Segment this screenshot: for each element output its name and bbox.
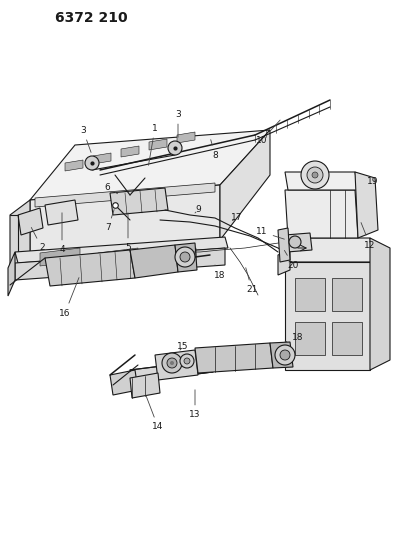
- Polygon shape: [130, 373, 160, 398]
- Polygon shape: [331, 322, 361, 355]
- Polygon shape: [277, 250, 289, 275]
- Text: 14: 14: [146, 395, 163, 432]
- Polygon shape: [284, 190, 357, 238]
- Text: 21: 21: [245, 268, 257, 295]
- Polygon shape: [121, 146, 139, 157]
- Polygon shape: [40, 248, 80, 266]
- Text: 8: 8: [210, 140, 217, 159]
- Text: 2: 2: [31, 228, 45, 253]
- Polygon shape: [30, 185, 220, 255]
- Polygon shape: [30, 130, 270, 200]
- Circle shape: [274, 345, 294, 365]
- Polygon shape: [18, 208, 43, 235]
- Polygon shape: [331, 278, 361, 311]
- Polygon shape: [110, 370, 138, 395]
- Polygon shape: [155, 350, 198, 380]
- Polygon shape: [284, 233, 311, 252]
- Polygon shape: [35, 183, 214, 207]
- Circle shape: [168, 141, 182, 155]
- Text: 15: 15: [177, 343, 188, 351]
- Polygon shape: [93, 153, 111, 164]
- Text: 5: 5: [125, 213, 130, 253]
- Polygon shape: [45, 200, 78, 225]
- Text: 17: 17: [231, 214, 242, 222]
- Polygon shape: [220, 130, 270, 240]
- Polygon shape: [284, 172, 357, 190]
- Polygon shape: [270, 342, 292, 368]
- Text: 10: 10: [256, 120, 279, 144]
- Text: 19: 19: [366, 177, 378, 187]
- Circle shape: [184, 358, 189, 364]
- Circle shape: [162, 353, 182, 373]
- Polygon shape: [284, 262, 369, 370]
- Polygon shape: [130, 245, 178, 278]
- Polygon shape: [195, 343, 272, 373]
- Polygon shape: [354, 172, 377, 238]
- Text: 13: 13: [189, 390, 200, 419]
- Polygon shape: [10, 200, 30, 270]
- Circle shape: [279, 350, 289, 360]
- Text: 11: 11: [256, 228, 284, 239]
- Circle shape: [311, 172, 317, 178]
- Text: 12: 12: [360, 223, 375, 249]
- Polygon shape: [148, 139, 166, 150]
- Polygon shape: [98, 248, 138, 266]
- Circle shape: [288, 236, 300, 248]
- Text: 1: 1: [148, 124, 157, 165]
- Circle shape: [175, 247, 195, 267]
- Polygon shape: [369, 238, 389, 370]
- Circle shape: [300, 161, 328, 189]
- Text: 18: 18: [214, 265, 225, 279]
- Circle shape: [306, 167, 322, 183]
- Polygon shape: [110, 188, 168, 215]
- Polygon shape: [277, 228, 289, 262]
- Text: 16: 16: [59, 278, 79, 318]
- Text: 4: 4: [59, 213, 65, 254]
- Polygon shape: [294, 322, 324, 355]
- Text: 7: 7: [105, 209, 114, 232]
- Text: 3: 3: [80, 125, 91, 152]
- Circle shape: [180, 354, 193, 368]
- Circle shape: [170, 361, 173, 365]
- Polygon shape: [65, 160, 83, 171]
- Polygon shape: [177, 132, 195, 143]
- Polygon shape: [284, 238, 371, 262]
- Text: 9: 9: [195, 206, 200, 214]
- Text: 6372 210: 6372 210: [55, 11, 127, 25]
- Polygon shape: [15, 237, 227, 263]
- Circle shape: [85, 156, 99, 170]
- Text: 18: 18: [284, 334, 303, 343]
- Polygon shape: [175, 243, 196, 272]
- Polygon shape: [15, 248, 225, 280]
- Text: 3: 3: [175, 109, 180, 137]
- Polygon shape: [45, 250, 135, 286]
- Text: 6: 6: [104, 183, 117, 193]
- Text: 20: 20: [284, 251, 298, 270]
- Polygon shape: [8, 252, 15, 296]
- Circle shape: [166, 358, 177, 368]
- Polygon shape: [294, 278, 324, 311]
- Circle shape: [180, 252, 189, 262]
- Polygon shape: [130, 360, 213, 382]
- Polygon shape: [155, 248, 196, 266]
